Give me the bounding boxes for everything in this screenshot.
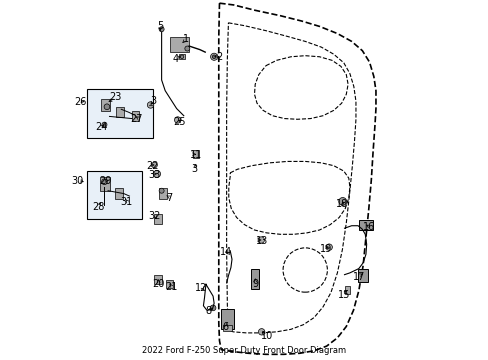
Text: 17: 17 (353, 272, 365, 282)
Bar (159, 188, 166, 199)
Bar (166, 280, 172, 288)
Text: 18: 18 (335, 199, 347, 209)
Bar (154, 275, 162, 284)
Circle shape (153, 170, 160, 177)
Circle shape (338, 198, 346, 205)
Text: 32: 32 (148, 211, 161, 221)
Bar (220, 310, 234, 329)
Text: 24: 24 (95, 122, 107, 132)
Text: 2: 2 (216, 52, 222, 62)
Text: 29: 29 (100, 176, 112, 186)
Text: 26: 26 (74, 97, 86, 107)
Text: 31: 31 (120, 197, 132, 207)
Bar (357, 270, 367, 282)
Circle shape (325, 244, 332, 250)
Bar (169, 37, 189, 53)
Text: 21: 21 (165, 282, 177, 292)
Circle shape (102, 122, 107, 127)
Text: 7: 7 (166, 193, 172, 203)
Text: 11: 11 (190, 150, 202, 160)
Bar (86, 171, 142, 219)
Text: 13: 13 (255, 236, 267, 246)
Circle shape (184, 46, 189, 51)
Bar (344, 285, 349, 294)
Text: 5: 5 (156, 21, 163, 31)
Bar (358, 220, 372, 230)
Text: 1: 1 (182, 34, 188, 44)
Bar (100, 177, 110, 191)
Bar (86, 89, 152, 138)
Text: 3: 3 (191, 164, 197, 174)
Text: 25: 25 (173, 117, 185, 127)
Text: 14: 14 (219, 247, 232, 257)
Text: 12: 12 (194, 283, 207, 293)
Text: 10: 10 (260, 332, 272, 342)
Circle shape (210, 53, 217, 60)
Bar (116, 107, 124, 117)
Bar (115, 188, 122, 199)
Bar (223, 325, 231, 332)
Circle shape (159, 27, 164, 32)
Bar (251, 270, 259, 289)
Circle shape (147, 102, 153, 108)
Text: 20: 20 (152, 279, 164, 289)
Circle shape (210, 305, 216, 311)
Text: 33: 33 (148, 170, 160, 180)
Text: 3: 3 (150, 96, 156, 107)
Text: 27: 27 (130, 113, 142, 123)
Text: 30: 30 (71, 176, 83, 186)
Circle shape (258, 237, 264, 243)
Text: 2022 Ford F-250 Super Duty Front Door Diagram: 2022 Ford F-250 Super Duty Front Door Di… (142, 346, 346, 355)
Text: 28: 28 (92, 202, 104, 212)
Circle shape (174, 117, 181, 123)
Bar (193, 150, 199, 158)
Circle shape (104, 104, 110, 110)
Circle shape (212, 55, 216, 59)
Text: 9: 9 (252, 279, 258, 289)
Circle shape (180, 55, 183, 59)
Text: 22: 22 (146, 161, 158, 171)
Circle shape (151, 162, 157, 168)
Bar (132, 111, 139, 121)
Text: 16: 16 (362, 222, 374, 232)
Circle shape (159, 188, 164, 193)
Text: 6: 6 (223, 322, 228, 332)
Circle shape (102, 179, 107, 185)
Text: 23: 23 (109, 92, 122, 102)
Text: 4: 4 (172, 54, 179, 64)
Text: 15: 15 (337, 290, 349, 300)
Circle shape (258, 329, 264, 335)
Bar (179, 54, 185, 59)
Bar (154, 214, 162, 224)
Text: 19: 19 (319, 244, 331, 253)
Bar (101, 99, 109, 111)
Text: 8: 8 (205, 306, 211, 316)
